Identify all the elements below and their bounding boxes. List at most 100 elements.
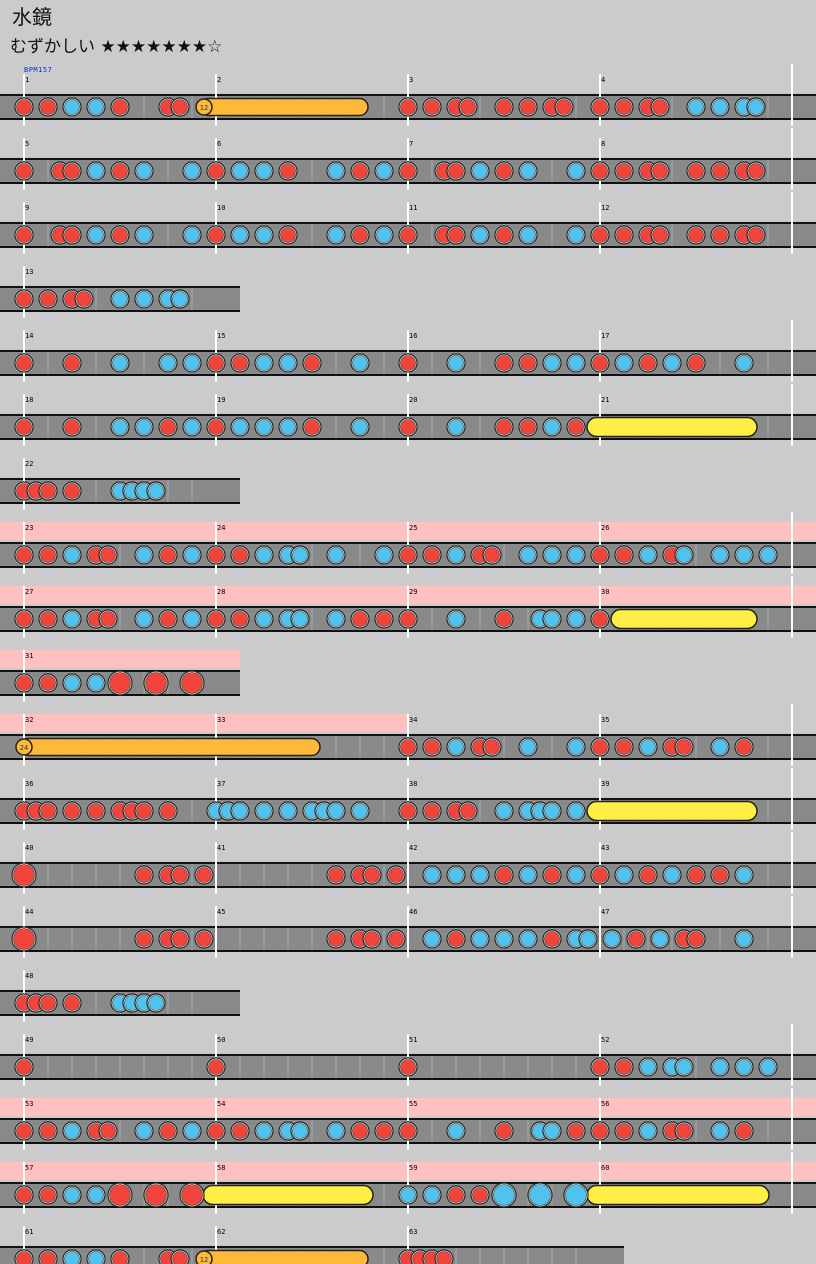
ka-note: [544, 1123, 560, 1139]
don-note: [40, 99, 56, 115]
ka-note: [64, 99, 80, 115]
ka-note: [256, 803, 272, 819]
ka-note: [616, 867, 632, 883]
ka-note: [136, 227, 152, 243]
don-note: [652, 163, 668, 179]
measure-number: 60: [601, 1164, 609, 1172]
ka-note: [424, 867, 440, 883]
don-note: [232, 355, 248, 371]
don-note: [40, 675, 56, 691]
don-note: [16, 611, 32, 627]
measure-number: 10: [217, 204, 225, 212]
ka-note: [148, 483, 164, 499]
roll-head: [15, 738, 33, 756]
ka-note: [88, 99, 104, 115]
measure-number: 62: [217, 1228, 225, 1236]
measure-number: 35: [601, 716, 609, 724]
measure-number: 39: [601, 780, 609, 788]
don-note: [616, 1059, 632, 1075]
ka-note: [292, 1123, 308, 1139]
big-don-note: [13, 928, 35, 950]
ka-note: [568, 227, 584, 243]
don-note: [100, 611, 116, 627]
don-note: [16, 99, 32, 115]
don-note: [160, 419, 176, 435]
big-don-note: [13, 864, 35, 886]
ka-note: [448, 355, 464, 371]
ka-note: [328, 163, 344, 179]
don-note: [592, 611, 608, 627]
roll-count: 12: [200, 1256, 208, 1264]
don-note: [352, 611, 368, 627]
don-note: [592, 739, 608, 755]
ka-note: [712, 99, 728, 115]
don-note: [448, 163, 464, 179]
don-note: [112, 99, 128, 115]
measure-number: 11: [409, 204, 417, 212]
don-note: [400, 99, 416, 115]
don-note: [616, 1123, 632, 1139]
measure-number: 44: [25, 908, 33, 916]
don-note: [388, 867, 404, 883]
ka-note: [172, 291, 188, 307]
ka-note: [256, 227, 272, 243]
ka-note: [652, 931, 668, 947]
don-note: [424, 547, 440, 563]
ka-note: [88, 1187, 104, 1203]
ka-note: [736, 931, 752, 947]
measure-number: 59: [409, 1164, 417, 1172]
ka-note: [568, 867, 584, 883]
don-note: [64, 227, 80, 243]
don-note: [400, 1059, 416, 1075]
ka-note: [376, 163, 392, 179]
measure-number: 29: [409, 588, 417, 596]
don-note: [232, 611, 248, 627]
ka-note: [568, 803, 584, 819]
big-roll-bar: [586, 416, 758, 438]
ka-note: [544, 355, 560, 371]
ka-note: [640, 547, 656, 563]
ka-note: [256, 355, 272, 371]
don-note: [400, 163, 416, 179]
don-note: [484, 547, 500, 563]
ka-note: [256, 547, 272, 563]
ka-note: [736, 547, 752, 563]
ka-note: [520, 931, 536, 947]
don-note: [352, 1123, 368, 1139]
ka-note: [520, 163, 536, 179]
ka-note: [160, 355, 176, 371]
don-note: [484, 739, 500, 755]
roll-head: [195, 1250, 213, 1264]
don-note: [100, 547, 116, 563]
don-note: [64, 483, 80, 499]
don-note: [436, 1251, 452, 1264]
don-note: [592, 1059, 608, 1075]
don-note: [520, 355, 536, 371]
don-note: [460, 803, 476, 819]
ka-note: [496, 803, 512, 819]
don-note: [40, 291, 56, 307]
don-note: [448, 931, 464, 947]
measure-number: 45: [217, 908, 225, 916]
don-note: [616, 227, 632, 243]
ka-note: [568, 163, 584, 179]
measure-number: 20: [409, 396, 417, 404]
big-don-note: [145, 1184, 167, 1206]
don-note: [448, 227, 464, 243]
don-note: [568, 1123, 584, 1139]
ka-note: [232, 419, 248, 435]
don-note: [112, 1251, 128, 1264]
ka-note: [136, 611, 152, 627]
ka-note: [292, 547, 308, 563]
big-don-note: [109, 672, 131, 694]
measure-number: 46: [409, 908, 417, 916]
song-title: 水鏡: [12, 5, 52, 29]
don-note: [100, 1123, 116, 1139]
don-note: [556, 99, 572, 115]
measure-number: 47: [601, 908, 609, 916]
don-note: [448, 1187, 464, 1203]
ka-note: [256, 163, 272, 179]
ka-note: [328, 803, 344, 819]
measure-number: 34: [409, 716, 417, 724]
measure-number: 14: [25, 332, 33, 340]
